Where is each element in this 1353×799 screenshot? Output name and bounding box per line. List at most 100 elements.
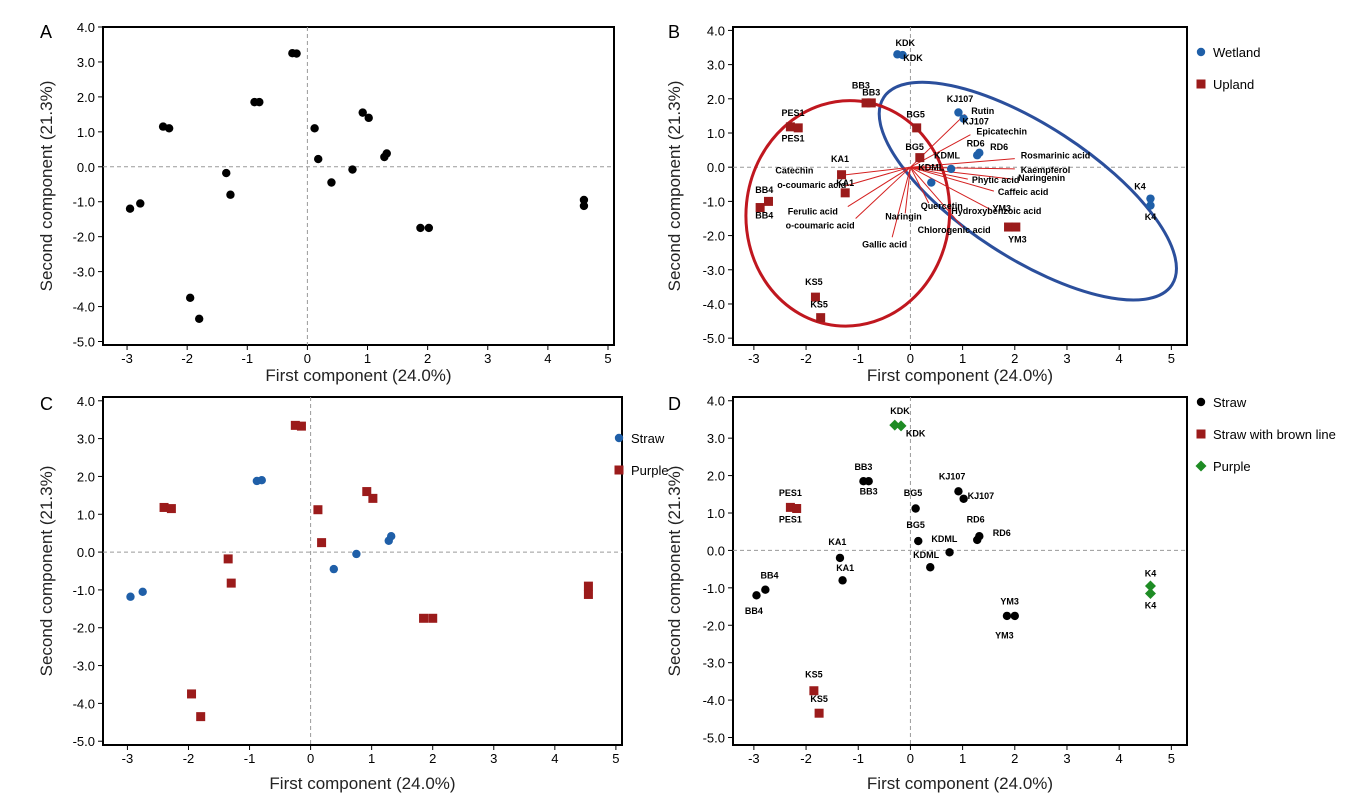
straw-with-brown-line-point — [792, 504, 802, 514]
x-tick-label: 3 — [490, 751, 497, 766]
purple-point — [583, 589, 593, 599]
point-label: YM3 — [995, 630, 1014, 640]
x-tick-label: 5 — [604, 351, 611, 366]
sample-point — [194, 314, 204, 323]
legend-marker — [614, 465, 624, 475]
upland-point — [915, 153, 925, 163]
upland-point — [912, 123, 922, 133]
straw-point — [864, 476, 873, 486]
purple-point — [296, 421, 306, 431]
straw-point — [1002, 611, 1012, 621]
x-tick-label: 2 — [429, 751, 436, 766]
x-tick-label: 2 — [1011, 351, 1018, 366]
point-label: K4 — [1145, 600, 1157, 610]
point-label: KDML — [934, 151, 960, 161]
loading-vector-label: Naringin — [885, 211, 922, 221]
y-tick-label: -1.0 — [703, 581, 725, 596]
upland-point — [763, 196, 773, 206]
plot-frame — [732, 26, 1188, 346]
upland-point — [861, 98, 871, 108]
loading-vector-label: Chlorogenic acid — [918, 225, 991, 235]
y-tick-label: -4.0 — [703, 297, 725, 312]
point-label: KS5 — [810, 694, 828, 704]
sample-point — [185, 293, 195, 303]
wetland-point — [1146, 194, 1155, 203]
sample-point — [222, 168, 231, 178]
loading-vector-label: Naringenin — [1018, 173, 1065, 183]
straw-point — [975, 532, 984, 541]
plot-frame — [102, 26, 615, 346]
point-label: BG5 — [905, 142, 924, 152]
point-label: RD6 — [993, 528, 1011, 538]
point-label: KJ107 — [939, 471, 966, 481]
legend-label: Upland — [1213, 77, 1254, 92]
sample-point — [226, 190, 235, 199]
x-tick-label: -3 — [748, 351, 760, 366]
loading-vector-line — [910, 166, 992, 211]
sample-point — [579, 201, 589, 211]
y-tick-label: -2.0 — [73, 621, 95, 636]
panel-label: D — [668, 394, 681, 414]
loading-vector-label: Quercetin — [921, 201, 963, 211]
point-label: KDML — [918, 163, 944, 173]
purple-point — [196, 712, 206, 722]
x-tick-label: 5 — [1168, 751, 1175, 766]
upland-ellipse — [744, 99, 952, 328]
sample-point — [416, 223, 425, 233]
sample-point — [424, 223, 434, 233]
sample-point — [292, 49, 301, 58]
point-label: KDML — [913, 550, 939, 560]
y-tick-label: -2.0 — [73, 230, 95, 245]
straw-point — [761, 585, 770, 594]
straw-point — [911, 504, 920, 513]
legend-marker — [614, 433, 624, 443]
straw-point — [835, 553, 845, 563]
x-tick-label: 3 — [1063, 751, 1070, 766]
straw-point — [386, 532, 396, 541]
panel-b: -3 -2 -1 0 1 2 3 4 5 4.0 3.0 2.0 1.0 0.0 -1.0 -2.0 -3.0 -… — [665, 22, 1260, 385]
legend-label: Straw — [631, 431, 665, 446]
point-label: PES1 — [779, 514, 802, 524]
plot-frame — [732, 396, 1188, 746]
x-tick-label: 0 — [907, 751, 914, 766]
point-label: BB4 — [755, 210, 773, 220]
loading-vector-label: Ferulic acid — [788, 207, 838, 217]
loading-vector-line — [910, 158, 1015, 168]
straw-with-brown-line-point — [785, 502, 795, 512]
loading-vector-label: Kaempferol — [1021, 165, 1071, 175]
sample-point — [310, 124, 319, 133]
panel-a: -3 -2 -1 0 1 2 3 4 5 4.0 3.0 2.0 1.0 0.0 -1.0 -2.0 -3.0 -… — [37, 20, 615, 385]
y-tick-label: 0.0 — [707, 543, 725, 558]
purple-point — [1144, 587, 1156, 599]
x-tick-label: 0 — [907, 351, 914, 366]
y-tick-label: 2.0 — [77, 469, 95, 484]
loading-vector-line — [845, 166, 911, 187]
y-axis-label: Second component (21.3%) — [37, 466, 56, 677]
purple-point — [166, 504, 176, 514]
x-tick-label: -1 — [242, 351, 254, 366]
upland-point — [1011, 222, 1021, 232]
x-axis-label: First component (24.0%) — [265, 366, 451, 385]
straw-point — [257, 476, 266, 485]
loading-vector-label: Rosmarinic acid — [1021, 151, 1091, 161]
legend-label: Purple — [631, 463, 669, 478]
x-tick-label: -2 — [800, 751, 812, 766]
straw-point — [914, 536, 923, 546]
loading-vector-line — [910, 166, 1013, 180]
point-label: BB4 — [761, 570, 779, 580]
straw-point — [752, 591, 761, 600]
panel-label: A — [40, 22, 52, 42]
point-label: BG5 — [904, 488, 923, 498]
x-tick-label: -2 — [181, 351, 193, 366]
sample-point — [255, 97, 264, 107]
y-tick-label: -5.0 — [703, 731, 725, 746]
straw-point — [926, 563, 935, 572]
loading-vector-label: Phytic acid — [972, 175, 1020, 185]
sample-point — [364, 113, 373, 123]
x-tick-label: 1 — [959, 351, 966, 366]
y-tick-label: 0.0 — [77, 545, 95, 560]
x-tick-label: 4 — [551, 751, 558, 766]
panel-d: -3 -2 -1 0 1 2 3 4 5 4.0 3.0 2.0 1.0 0.0 -1.0 -2.0 -3.0 -… — [665, 394, 1336, 793]
sample-point — [314, 154, 323, 164]
